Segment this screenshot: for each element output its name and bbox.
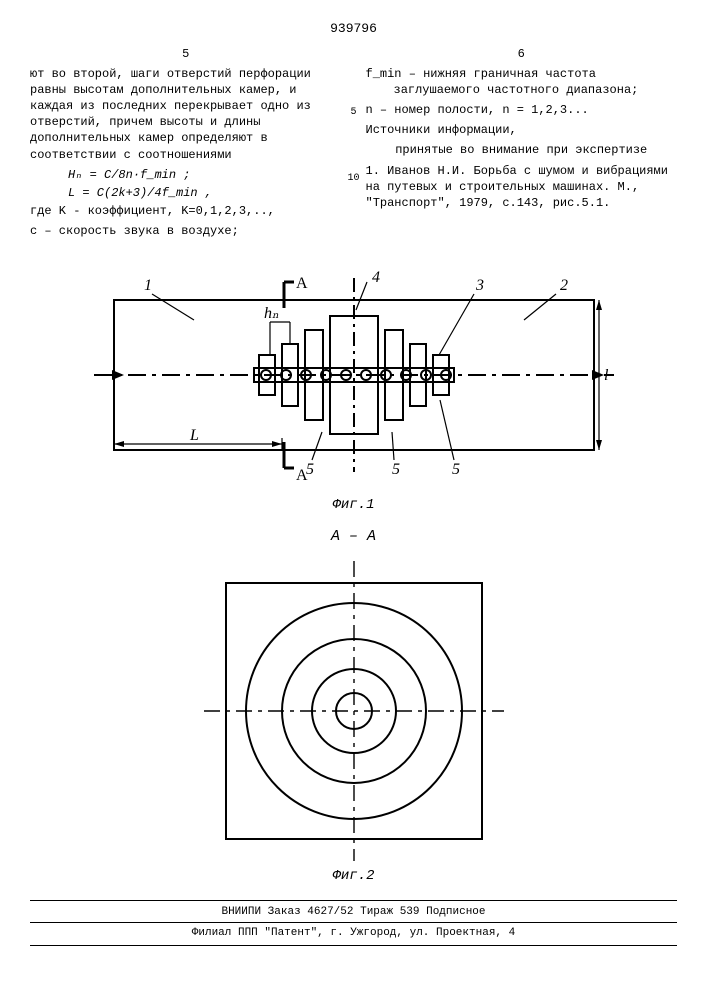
where-c: с – скорость звука в воздухе;: [30, 223, 342, 239]
where-fmin: f_min – нижняя граничная частота заглуша…: [366, 66, 678, 98]
figure-1: 1 2 3 4 5 5 5 А А hₙ L l: [94, 260, 614, 490]
gutter-line-10: 10: [347, 172, 359, 186]
label-1: 1: [144, 277, 152, 294]
where-k: где K - коэффициент, K=0,1,2,3,..,: [30, 203, 342, 219]
formula-1: Hₙ = C/8n·f_min ;: [68, 167, 342, 183]
footer-line-1: ВНИИПИ Заказ 4627/52 Тираж 539 Подписное: [30, 905, 677, 920]
label-3: 3: [475, 277, 484, 294]
fig1-caption: Фиг.1: [30, 496, 677, 515]
left-paragraph: ют во второй, шаги отверстий перфорации …: [30, 66, 342, 163]
label-5c: 5: [452, 461, 460, 478]
label-L: L: [189, 427, 199, 444]
gutter-line-5: 5: [350, 106, 356, 120]
footer-line-2: Филиал ППП "Патент", г. Ужгород, ул. Про…: [30, 926, 677, 941]
formula-2: L = C(2k+3)/4f_min ,: [68, 185, 342, 201]
patent-number: 939796: [30, 20, 677, 38]
label-hn: hₙ: [264, 305, 279, 322]
label-5b: 5: [392, 461, 400, 478]
column-number-left: 5: [30, 46, 342, 62]
fig2-caption: Фиг.2: [30, 867, 677, 886]
column-number-right: 6: [366, 46, 678, 62]
section-label: А – А: [30, 527, 677, 547]
label-l: l: [604, 367, 609, 384]
figure-2: [204, 561, 504, 861]
label-4: 4: [372, 269, 380, 286]
label-2: 2: [560, 277, 568, 294]
section-a-top: А: [296, 275, 308, 292]
refs-body: 1. Иванов Н.И. Борьба с шумом и вибрация…: [366, 163, 678, 212]
imprint-footer: ВНИИПИ Заказ 4627/52 Тираж 539 Подписное…: [30, 900, 677, 947]
refs-title-1: Источники информации,: [366, 122, 678, 138]
refs-title-2: принятые во внимание при экспертизе: [366, 142, 678, 158]
section-a-bot: А: [296, 467, 308, 484]
where-n: n – номер полости, n = 1,2,3...: [366, 102, 678, 118]
